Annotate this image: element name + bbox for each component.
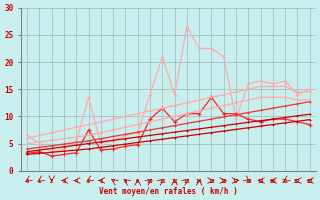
X-axis label: Vent moyen/en rafales ( km/h ): Vent moyen/en rafales ( km/h ) [99,187,238,196]
